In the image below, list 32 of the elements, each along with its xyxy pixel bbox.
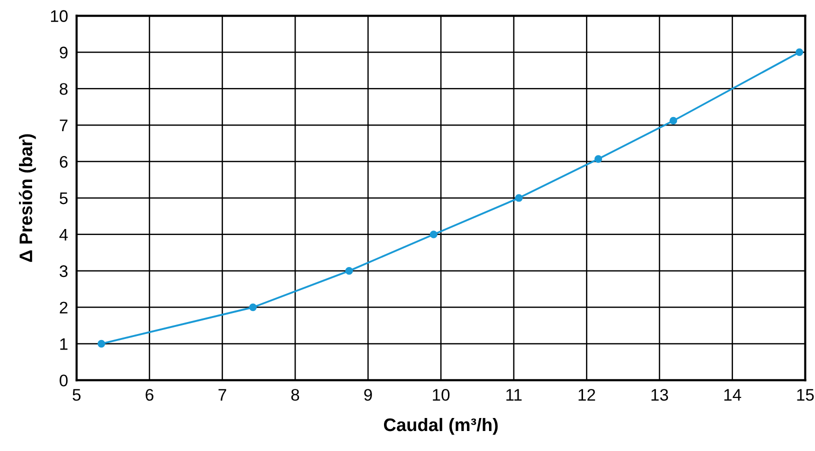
y-tick-label: 0: [60, 374, 68, 386]
x-tick-label: 8: [291, 388, 300, 401]
x-tick-label: 10: [432, 388, 450, 401]
y-axis-title: Δ Presión (bar): [18, 134, 36, 262]
x-tick-label: 15: [797, 389, 814, 401]
y-tick-label: 8: [60, 83, 68, 95]
point: [249, 303, 257, 312]
point: [670, 116, 678, 125]
y-tick-label: 9: [60, 46, 68, 58]
y-tick-label: 1: [60, 338, 68, 350]
x-tick-label: 12: [578, 388, 596, 401]
point: [594, 155, 602, 163]
point: [430, 230, 438, 238]
x-tick-label: 11: [506, 389, 522, 401]
x-tick-label: 14: [724, 389, 742, 401]
y-tick-label: 7: [60, 120, 68, 132]
point: [98, 340, 106, 348]
x-tick-label: 5: [72, 389, 81, 401]
x-tick-label: 9: [364, 388, 372, 401]
y-tick-label: 2: [60, 302, 68, 314]
x-tick-label: 6: [146, 388, 154, 401]
y-tick-label: 4: [59, 229, 68, 240]
y-tick-label: 10: [51, 10, 68, 22]
x-axis-title: Caudal (m³/h): [384, 418, 498, 435]
point: [515, 194, 523, 202]
point: [796, 48, 804, 56]
x-tick-label: 13: [652, 388, 668, 401]
y-tick-label: 6: [60, 156, 68, 168]
x-tick-label: 7: [218, 389, 226, 401]
point: [345, 267, 353, 275]
y-tick-label: 3: [60, 265, 68, 278]
y-tick-label: 5: [60, 192, 68, 204]
